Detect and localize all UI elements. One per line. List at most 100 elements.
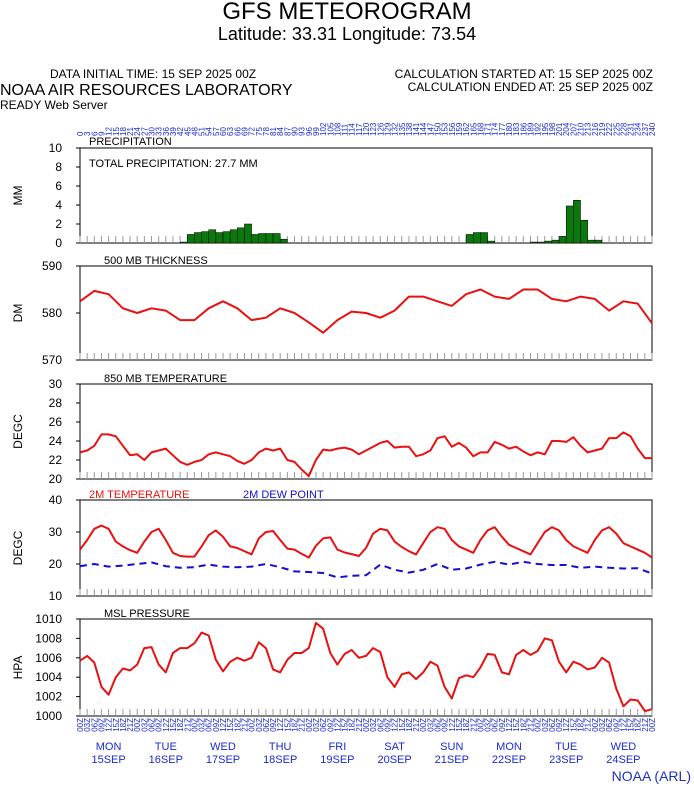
top-hour-label: 135: [398, 122, 407, 136]
bottom-hour-label: 15Z: [455, 718, 464, 732]
series-line: [79, 431, 652, 478]
bottom-hour-label: 12Z: [162, 718, 171, 732]
date-label: 15SEP: [91, 754, 125, 766]
top-hour-label: 33: [155, 127, 164, 136]
top-hour-label: 75: [255, 127, 264, 136]
bottom-hour-label: 15Z: [569, 718, 578, 732]
top-hour-label: 213: [584, 122, 593, 136]
series-line-2m-temperature: [79, 524, 653, 559]
bottom-hour-label: 12Z: [505, 718, 514, 732]
top-hour-label: 114: [348, 123, 357, 136]
top-hour-label: 168: [476, 122, 485, 136]
bottom-hour-label: 12Z: [562, 718, 571, 732]
calculation-started: CALCULATION STARTED AT: 15 SEP 2025 00Z: [394, 67, 653, 81]
bottom-hour-label: 06Z: [148, 718, 157, 732]
top-hour-label: 150: [434, 122, 443, 136]
bottom-hour-label: 15Z: [512, 718, 521, 732]
y-tick-label: 10: [49, 141, 63, 155]
top-hour-label: 63: [226, 127, 235, 136]
precip-bar: [473, 232, 481, 244]
bottom-hour-label: 15Z: [169, 718, 178, 732]
day-of-week-label: MON: [496, 741, 522, 753]
top-hour-label: 201: [555, 122, 564, 136]
y-axis-label: MM: [11, 186, 25, 206]
bottom-hour-label: 18Z: [634, 718, 643, 732]
precip-bar: [229, 229, 238, 244]
y-axis-label: DEGC: [11, 530, 25, 565]
y-tick-label: 30: [49, 377, 63, 391]
precip-bar: [187, 234, 195, 244]
top-hour-label: 30: [148, 127, 157, 136]
y-tick-label: 570: [42, 353, 62, 367]
top-hour-label: 99: [312, 127, 321, 136]
bottom-hour-label: 06Z: [376, 718, 385, 732]
precip-bar: [594, 239, 603, 244]
top-hour-label: 141: [412, 122, 421, 136]
precip-bar: [537, 241, 545, 244]
bottom-hour-label: 21Z: [240, 718, 249, 732]
bottom-hour-label: 09Z: [212, 718, 221, 732]
top-hour-label: 198: [548, 122, 557, 136]
top-hour-label: 210: [577, 122, 586, 136]
bottom-hour-label: 21Z: [526, 718, 535, 732]
bottom-hour-label: 03Z: [598, 718, 607, 732]
precip-bar: [222, 231, 231, 244]
top-hour-label: 90: [291, 127, 300, 136]
y-tick-label: 22: [49, 453, 63, 467]
panel-frame: [79, 618, 653, 717]
y-tick-label: 6: [55, 179, 62, 193]
day-of-week-label: WED: [210, 741, 236, 753]
top-hour-label: 174: [491, 122, 500, 136]
y-tick-label: 28: [49, 396, 63, 410]
top-hour-label: 54: [205, 127, 214, 136]
date-label: 18SEP: [263, 754, 297, 766]
top-hour-label: 15: [112, 127, 121, 136]
top-hour-label: 171: [484, 122, 493, 136]
y-tick-label: 24: [49, 434, 63, 448]
lab-name: NOAA AIR RESOURCES LABORATORY: [0, 82, 293, 99]
date-label: 24SEP: [606, 754, 640, 766]
precip-bar: [208, 229, 217, 244]
bottom-hour-label: 12Z: [219, 718, 228, 732]
date-label: 16SEP: [149, 754, 183, 766]
precip-bar: [465, 234, 474, 244]
data-initial-time: DATA INITIAL TIME: 15 SEP 2025 00Z: [50, 67, 257, 81]
y-tick-label: 20: [49, 557, 63, 571]
top-hour-label: 0: [76, 131, 85, 136]
precip-bar: [487, 240, 495, 244]
bottom-hour-label: 03Z: [312, 718, 321, 732]
precip-bar: [565, 205, 574, 244]
top-hour-label: 123: [369, 122, 378, 136]
top-hour-label: 102: [319, 122, 328, 136]
y-tick-label: 8: [55, 160, 62, 174]
precip-bar: [194, 232, 202, 244]
top-hour-label: 24: [133, 127, 142, 136]
day-of-week-label: SAT: [384, 741, 405, 753]
day-of-week-label: SUN: [440, 741, 463, 753]
top-hour-label: 177: [498, 122, 507, 136]
bottom-hour-label: 18Z: [348, 718, 357, 732]
top-hour-label: 192: [534, 122, 543, 136]
top-hour-label: 78: [262, 127, 271, 136]
top-hour-label: 204: [562, 122, 571, 136]
bottom-hour-label: 12Z: [105, 718, 114, 732]
bottom-hour-label: 00Z: [133, 718, 142, 732]
precip-bar: [544, 240, 553, 244]
y-tick-label: 4: [55, 198, 62, 212]
bottom-hour-label: 15Z: [398, 718, 407, 732]
top-hour-label: 108: [333, 122, 342, 136]
y-tick-label: 30: [49, 525, 63, 539]
precip-bar: [244, 223, 252, 244]
bottom-hour-label: 03Z: [83, 718, 92, 732]
top-hour-label: 231: [627, 122, 636, 136]
top-hour-label: 126: [376, 122, 385, 136]
bottom-hour-label: 03Z: [140, 718, 149, 732]
date-label: 20SEP: [377, 754, 411, 766]
top-hour-label: 18: [119, 127, 128, 136]
y-tick-label: 2: [55, 217, 62, 231]
top-hour-label: 219: [598, 122, 607, 136]
bottom-hour-label: 06Z: [90, 718, 99, 732]
y-tick-label: 26: [49, 415, 63, 429]
top-hour-label: 60: [219, 127, 228, 136]
top-hour-label: 228: [619, 122, 628, 136]
